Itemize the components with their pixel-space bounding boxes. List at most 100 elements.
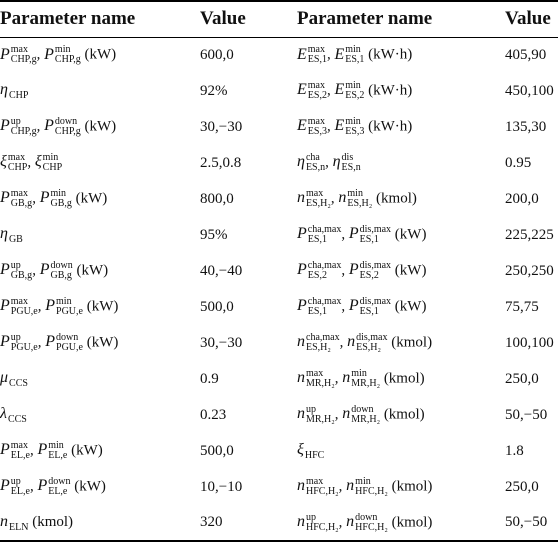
superscript: min — [42, 152, 59, 163]
subscript: ES,3 — [345, 126, 365, 137]
symbol-base: P — [45, 297, 56, 315]
subscript: ES,1 — [359, 234, 379, 245]
text: (kW) — [82, 298, 119, 315]
text: , — [326, 46, 335, 63]
scripts: down EL,e — [48, 477, 70, 497]
text: (kW·h) — [364, 118, 413, 135]
value-cell: 600,0 — [200, 46, 234, 63]
superscript: dis,max — [356, 332, 388, 343]
subscript: CHP — [42, 162, 63, 173]
symbol-base: P — [39, 261, 50, 279]
scripts: down MR,H₂ — [351, 405, 380, 425]
symbol-base: ξ — [0, 153, 7, 171]
value-cell: 200,0 — [505, 190, 539, 207]
subscript: HFC,H₂ — [355, 521, 388, 533]
subscript: ELN — [9, 521, 29, 533]
subscript: ES,1 — [345, 54, 365, 66]
symbol-base: n — [297, 405, 305, 423]
header-cell: Value — [505, 8, 551, 30]
symbol-base: P — [348, 225, 359, 243]
subscript: EL,e — [10, 486, 30, 497]
superscript: max — [7, 152, 26, 163]
scripts: min ES,3 — [345, 117, 364, 137]
scripts: cha ES,n — [306, 153, 325, 173]
text: (kW) — [82, 334, 119, 351]
value-cell: 30,−30 — [200, 334, 243, 351]
symbol-base: n — [297, 512, 305, 530]
subscript: PGU,e — [56, 342, 83, 353]
value-cell: 250,250 — [505, 262, 554, 279]
text: (kW) — [80, 46, 117, 63]
scripts: up MR,H₂ — [306, 405, 335, 425]
scripts: max ES,1 — [308, 45, 327, 65]
scripts: cha,max ES,H₂ — [306, 333, 340, 353]
superscript: max — [307, 116, 325, 127]
symbol-base: ξ — [297, 441, 304, 458]
scripts: down CHP,g — [55, 117, 81, 137]
subscript: ES,n — [305, 162, 326, 173]
scripts: HFC — [305, 451, 324, 461]
symbol-base: P — [0, 477, 10, 495]
symbol-base: E — [334, 81, 345, 99]
symbol-base: n — [342, 405, 351, 423]
symbol-base: n — [346, 477, 355, 495]
subscript: ES,2 — [307, 270, 327, 281]
header-row: Parameter name Value Parameter name Valu… — [0, 1, 558, 37]
text: , — [36, 46, 45, 63]
value-cell: 500,0 — [200, 298, 234, 315]
superscript: min — [48, 440, 64, 451]
scripts: dis ES,n — [342, 153, 361, 173]
header-cell: Value — [200, 8, 246, 30]
parameter-cell: n cha,max ES,H₂, n dis,max ES,H₂ (kmol) — [297, 325, 505, 361]
symbol: η dis ES,n — [333, 153, 361, 173]
subscript: HFC — [304, 450, 325, 461]
superscript: dis — [341, 152, 354, 163]
text: , — [27, 154, 35, 171]
symbol-base: n — [297, 189, 305, 207]
symbol-base: P — [0, 333, 10, 351]
subscript: ES,1 — [307, 234, 327, 245]
text: (kW) — [71, 190, 108, 207]
subscript: EL,e — [48, 450, 68, 461]
subscript: HFC,H₂ — [306, 521, 339, 533]
value-cell: 10,−10 — [200, 478, 243, 495]
scripts: max CHP,g — [11, 45, 37, 65]
scripts: up CHP,g — [11, 117, 37, 137]
text: , — [330, 190, 339, 207]
table-row: n ELN (kmol) 320 n up HFC,H₂, n down HFC,H₂ (km… — [0, 505, 558, 541]
scripts: up GB,g — [11, 261, 32, 281]
scripts: max MR,H₂ — [306, 369, 335, 389]
text: , — [341, 226, 349, 243]
symbol: η cha ES,n — [297, 153, 325, 173]
symbol-base: η — [0, 225, 8, 242]
header-cell: Parameter name — [0, 8, 136, 30]
value-cell: 225,225 — [505, 226, 554, 243]
superscript: cha,max — [306, 332, 340, 343]
scripts: max ES,3 — [308, 117, 327, 137]
subscript: ES,H₂ — [356, 342, 381, 353]
value-cell: 1.8 — [505, 442, 524, 459]
scripts: max EL,e — [11, 441, 30, 461]
superscript: down — [351, 404, 374, 415]
superscript: cha,max — [307, 224, 342, 235]
text: (kmol) — [387, 334, 433, 351]
text: (kmol) — [387, 513, 433, 530]
superscript: max — [10, 44, 28, 56]
scripts: max ES,2 — [308, 81, 327, 101]
subscript: GB,g — [50, 270, 72, 281]
text: (kmol) — [380, 406, 425, 423]
text: , — [37, 298, 46, 315]
symbol: n min MR,H₂ — [342, 369, 380, 389]
